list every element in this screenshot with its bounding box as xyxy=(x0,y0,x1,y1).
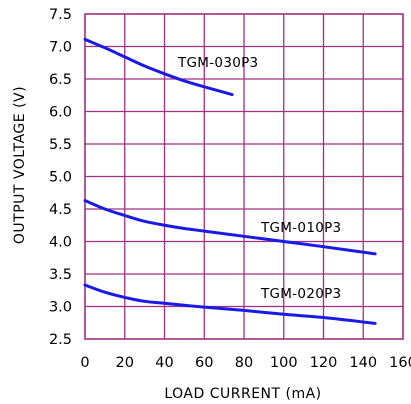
y-tick-label: 7.5 xyxy=(49,7,72,23)
y-tick-label: 3.0 xyxy=(49,300,72,316)
x-tick-label: 40 xyxy=(155,355,173,371)
plot-border xyxy=(84,13,404,340)
y-tick-label: 3.5 xyxy=(49,267,72,283)
x-tick-label: 140 xyxy=(349,355,377,371)
x-tick-label: 120 xyxy=(310,355,338,371)
plot-frame xyxy=(84,13,404,340)
y-tick-label: 4.5 xyxy=(49,202,72,218)
grid-lines xyxy=(85,14,403,339)
series-lines xyxy=(83,37,377,325)
y-tick-label: 6.5 xyxy=(49,72,72,88)
series-label: TGM-030P3 xyxy=(177,55,258,71)
series-label: TGM-020P3 xyxy=(260,286,341,302)
x-tick-label: 0 xyxy=(80,355,89,371)
x-axis-label: LOAD CURRENT (mA) xyxy=(164,386,321,402)
y-tick-label: 2.5 xyxy=(49,332,72,348)
y-tick-label: 4.0 xyxy=(49,235,72,251)
x-tick-label: 100 xyxy=(270,355,298,371)
y-tick-label: 5.5 xyxy=(49,137,72,153)
x-tick-label: 160 xyxy=(389,355,411,371)
series-line-tgm-020p3 xyxy=(83,283,377,325)
series-labels: TGM-030P3 TGM-010P3 TGM-020P3 xyxy=(177,55,341,302)
y-tick-labels: 2.5 3.0 3.5 4.0 4.5 5.0 5.5 6.0 6.5 7.0 7.5 xyxy=(49,7,72,348)
x-tick-label: 80 xyxy=(235,355,253,371)
series-line-tgm-010p3 xyxy=(83,199,377,256)
series-label: TGM-010P3 xyxy=(260,220,341,236)
y-axis-label: OUTPUT VOLTAGE (V) xyxy=(12,86,28,244)
x-tick-label: 20 xyxy=(116,355,134,371)
y-tick-label: 7.0 xyxy=(49,40,72,56)
x-tick-labels: 0 20 40 60 80 100 120 140 160 xyxy=(80,355,411,371)
series-line-tgm-030p3 xyxy=(83,37,234,97)
y-tick-label: 6.0 xyxy=(49,105,72,121)
y-tick-label: 5.0 xyxy=(49,170,72,186)
x-tick-label: 60 xyxy=(195,355,213,371)
